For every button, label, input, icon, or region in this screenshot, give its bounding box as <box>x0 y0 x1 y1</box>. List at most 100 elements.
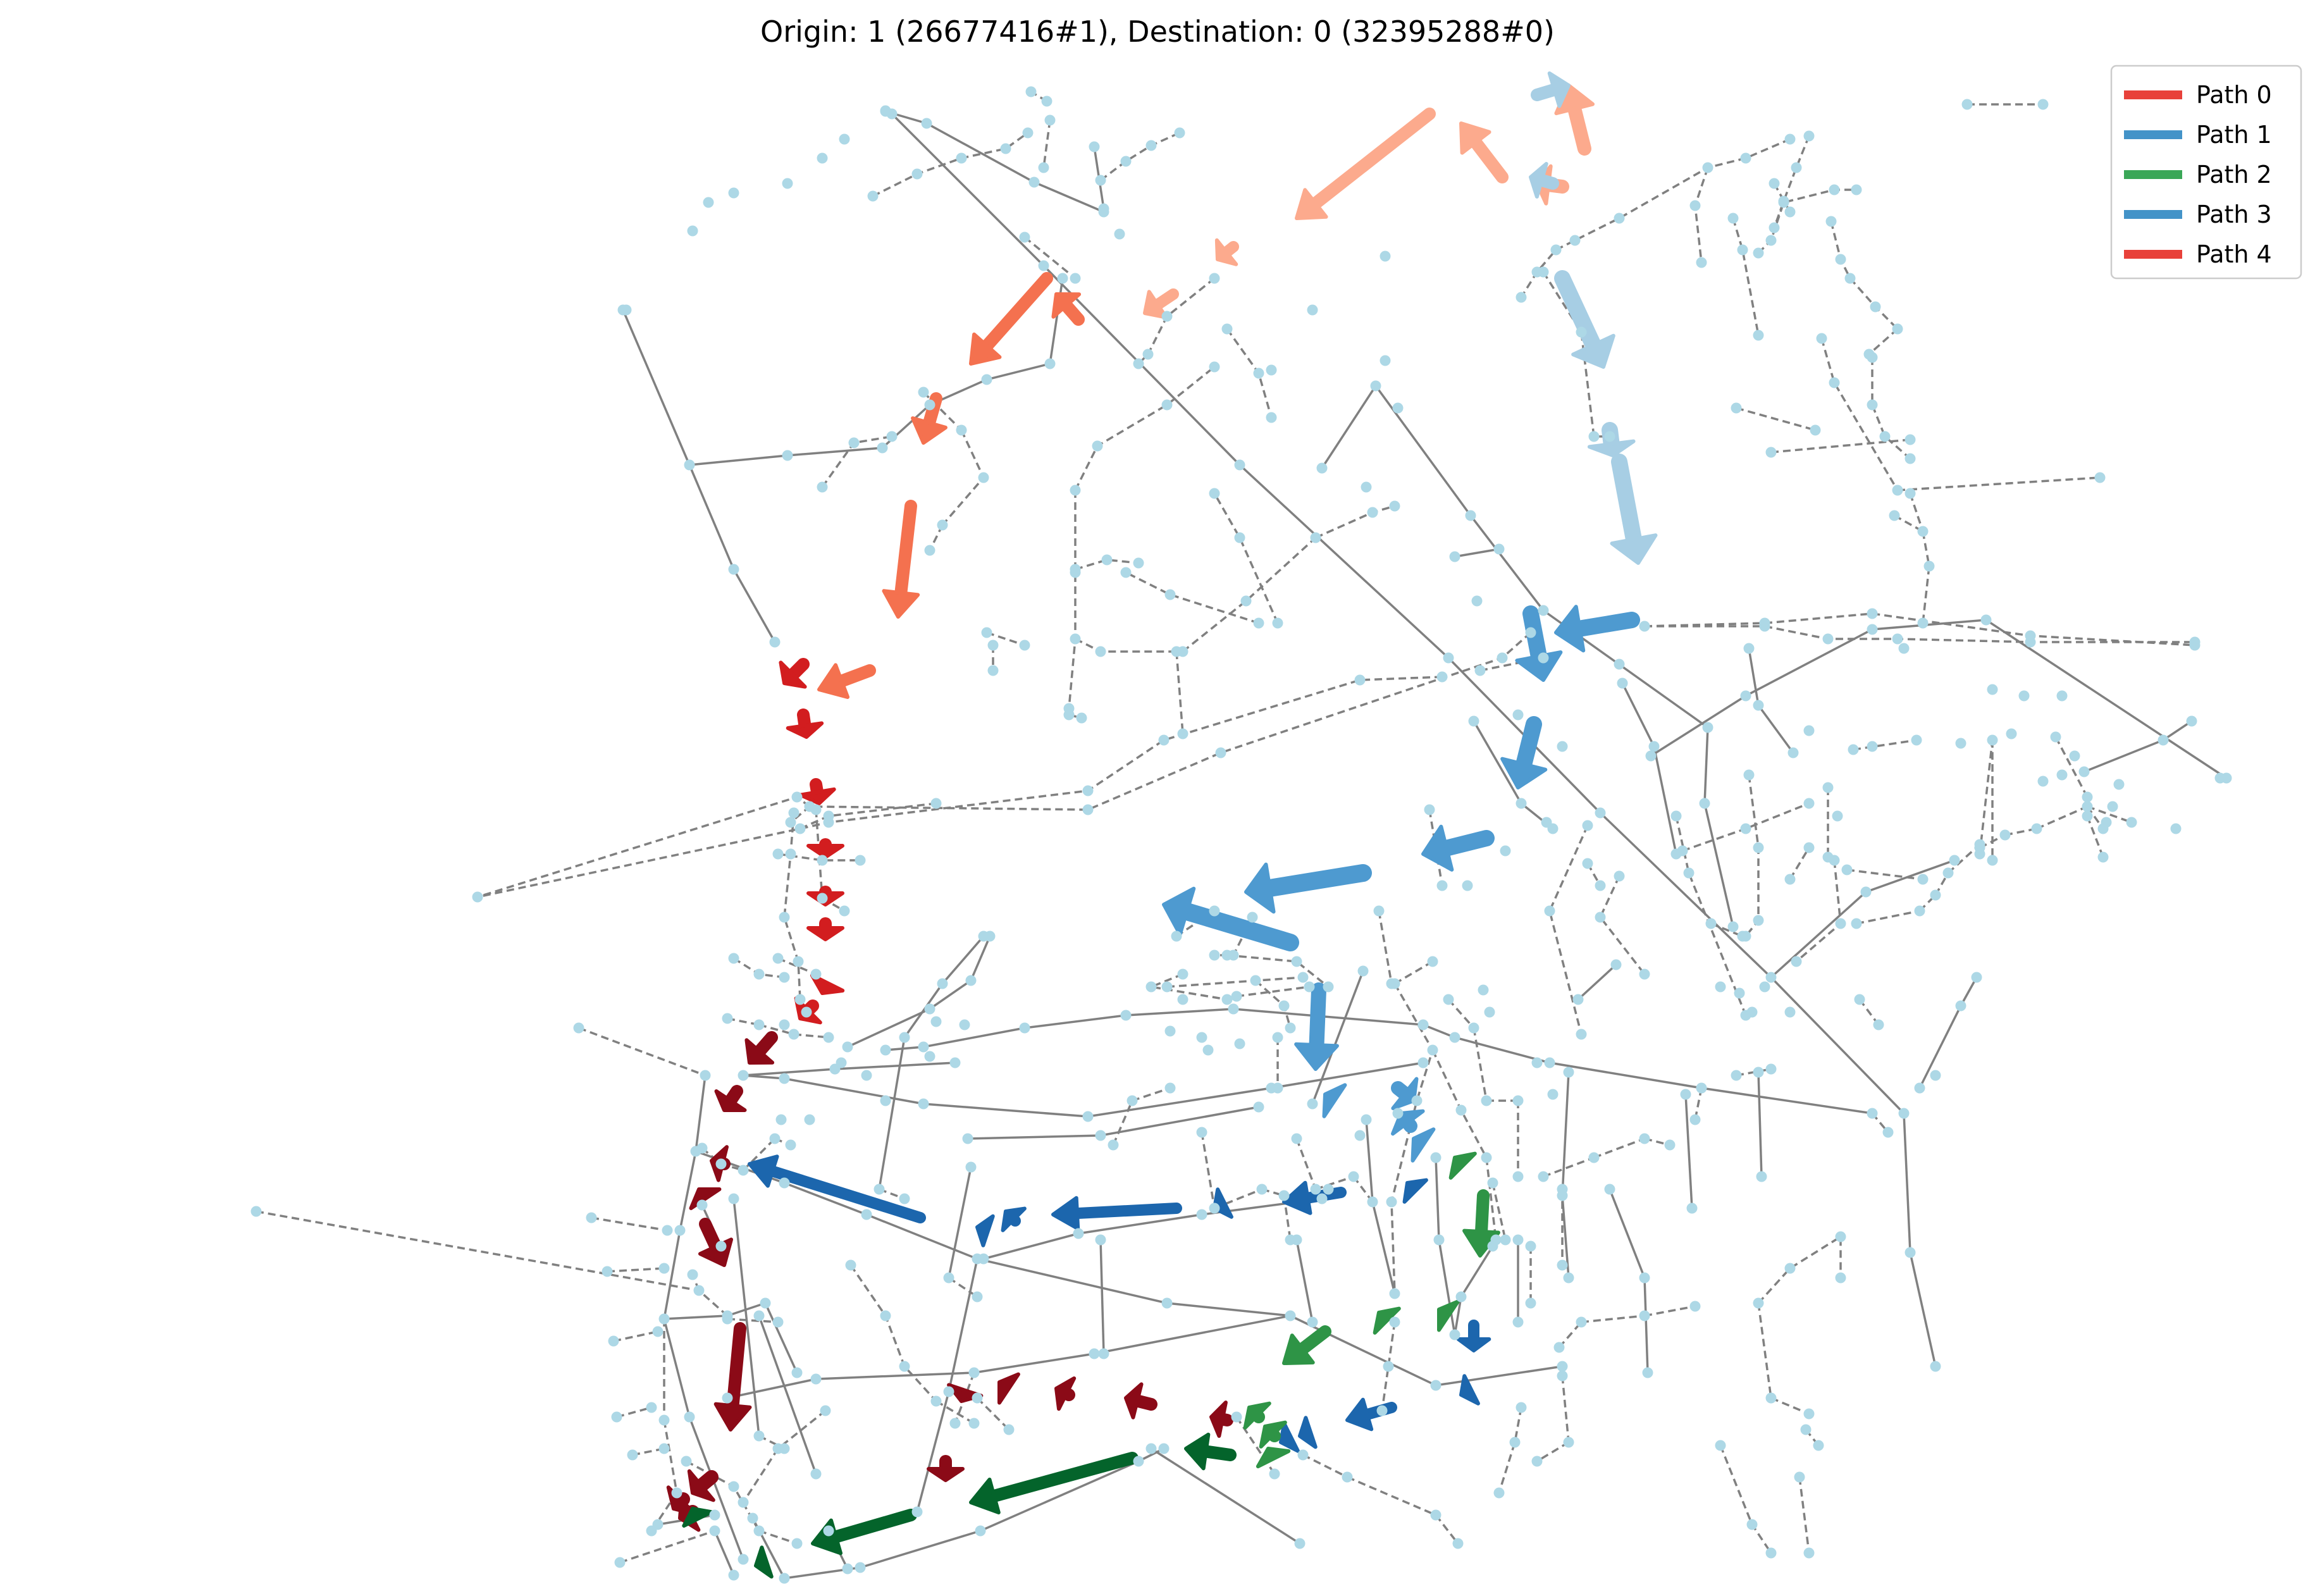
road-node <box>1759 981 1770 993</box>
road-node <box>1822 633 1834 645</box>
road-node <box>1512 1316 1524 1328</box>
road-edge-dashed <box>758 1024 794 1036</box>
road-node <box>1955 738 1966 749</box>
road-node <box>1816 333 1827 344</box>
road-node <box>817 893 828 904</box>
road-node <box>930 1016 942 1027</box>
path-arrow-shaft <box>1059 299 1085 326</box>
road-node <box>1614 659 1625 670</box>
road-edge-dashed <box>948 1277 978 1298</box>
road-node <box>1753 915 1764 926</box>
road-node <box>782 450 793 461</box>
road-node <box>785 817 796 828</box>
path-arrow <box>927 1455 965 1482</box>
road-node <box>1563 1067 1574 1078</box>
path-arrow <box>1184 1432 1237 1471</box>
path-arrow-head <box>911 416 948 445</box>
road-node <box>1285 1234 1296 1246</box>
road-node <box>1038 162 1049 173</box>
road-node <box>1753 1297 1764 1309</box>
road-node <box>1987 855 1998 866</box>
road-node <box>1145 140 1157 151</box>
road-edge-dashed <box>607 1267 665 1273</box>
road-node <box>810 1373 822 1385</box>
road-node <box>1911 734 1922 746</box>
legend-item-path-2: Path 2 <box>2124 161 2272 189</box>
path-arrow <box>1402 1178 1428 1204</box>
path-arrow-head <box>1214 238 1238 266</box>
path-arrow-shaft <box>1131 1394 1158 1411</box>
road-node <box>1509 1437 1521 1448</box>
path-arrow-head <box>810 973 845 995</box>
road-node <box>1266 364 1277 376</box>
road-edge-dashed <box>872 132 1029 197</box>
road-node <box>586 1212 597 1223</box>
road-edge <box>983 1197 1323 1260</box>
road-node <box>1196 1127 1207 1138</box>
road-edge-dashed <box>1175 651 1184 734</box>
road-node <box>728 1481 739 1492</box>
road-node <box>1120 567 1132 578</box>
path-arrow <box>1279 1421 1300 1453</box>
road-node <box>1784 1263 1796 1274</box>
road-node <box>1610 959 1622 970</box>
road-node <box>823 810 834 822</box>
road-node <box>662 1225 673 1236</box>
path-arrow-head <box>1373 1306 1401 1335</box>
road-node <box>1082 804 1094 815</box>
legend-label: Path 3 <box>2196 201 2272 228</box>
road-edge-dashed <box>742 1448 779 1503</box>
road-node <box>1063 709 1075 721</box>
road-node <box>728 1193 739 1204</box>
road-edge-dashed <box>1226 954 1330 988</box>
road-node <box>911 168 923 180</box>
road-node <box>1215 747 1226 758</box>
road-edge <box>1650 619 2227 779</box>
road-node <box>627 1449 638 1461</box>
road-node <box>1892 485 1903 496</box>
path-arrow-head <box>1421 824 1454 872</box>
road-node <box>1316 1193 1328 1204</box>
path-arrow <box>682 1507 713 1528</box>
road-node <box>1904 453 1916 464</box>
path-arrow-head <box>1243 1401 1271 1430</box>
road-edge <box>622 309 776 643</box>
road-node <box>1525 1240 1536 1252</box>
road-node <box>1361 481 1372 493</box>
road-edge-dashed <box>613 1330 658 1342</box>
road-node <box>1098 203 1109 214</box>
road-node <box>620 304 632 316</box>
road-node <box>779 1573 790 1584</box>
road-node <box>1794 1471 1805 1483</box>
road-edge-dashed <box>1394 960 1433 985</box>
road-edge-dashed <box>1214 1188 1262 1209</box>
road-edge-dashed <box>777 957 817 975</box>
road-node <box>839 133 850 145</box>
road-node <box>1769 178 1780 189</box>
road-edge <box>689 454 788 466</box>
road-node <box>1942 867 1954 879</box>
road-edge-dashed <box>1922 531 1930 624</box>
road-node <box>1465 510 1476 521</box>
road-edge-dashed <box>1675 815 1747 1016</box>
path-arrow-head <box>1282 1333 1315 1365</box>
path-arrow-head <box>1402 1178 1428 1204</box>
road-node <box>1787 747 1799 758</box>
path-arrow <box>744 1031 778 1065</box>
road-node <box>658 1263 670 1274</box>
road-node <box>1848 744 1859 755</box>
road-node <box>769 636 781 648</box>
path-arrow <box>1243 1401 1271 1430</box>
road-node <box>1582 820 1593 831</box>
road-node <box>1961 99 1973 110</box>
path-arrow-head <box>1054 1376 1077 1411</box>
path-arrow-head <box>1162 886 1196 937</box>
road-node <box>1544 905 1555 917</box>
road-node <box>1127 1095 1138 1106</box>
path-arrow-head <box>1244 862 1276 914</box>
road-node <box>684 459 695 471</box>
road-node <box>1835 1231 1846 1242</box>
road-node <box>658 1443 670 1454</box>
path-arrow-head <box>713 1402 752 1432</box>
road-node <box>1955 1000 1966 1011</box>
